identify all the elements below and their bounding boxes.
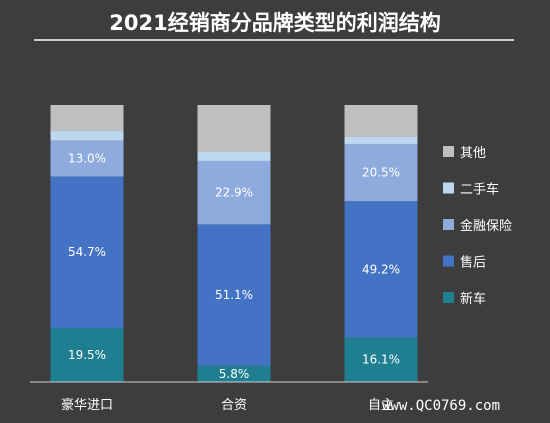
data-label-0-1: 54.7% [68, 245, 106, 259]
bar-segment-0-0 [50, 327, 124, 382]
bar-segment-1-2 [197, 160, 271, 225]
bar-segment-2-3 [344, 136, 418, 145]
data-label-2-2: 20.5% [362, 166, 400, 180]
data-label-0-0: 19.5% [68, 348, 106, 362]
data-label-1-0: 5.8% [219, 367, 250, 381]
bar-segment-1-3 [197, 151, 271, 161]
data-label-2-0: 16.1% [362, 353, 400, 367]
bar-segment-0-2 [50, 140, 124, 177]
bar-segment-0-4 [50, 105, 124, 132]
bar-segment-0-1 [50, 176, 124, 328]
legend-label-1: 售后 [460, 255, 486, 271]
legend-label-3: 二手车 [460, 182, 499, 198]
data-label-2-1: 49.2% [362, 262, 400, 276]
bar-segment-2-2 [344, 144, 418, 202]
legend-label-0: 新车 [460, 291, 486, 307]
x-tick-label-2: 自主 [368, 398, 394, 413]
x-tick-label-0: 豪华进口 [61, 397, 113, 413]
legend-swatch-0 [443, 292, 454, 303]
bar-segment-2-0 [344, 337, 418, 382]
legend-swatch-2 [443, 219, 454, 230]
watermark-text: www.QC0769.com [382, 398, 500, 414]
legend-label-2: 金融保险 [460, 218, 512, 234]
data-label-0-2: 13.0% [68, 151, 106, 165]
legend-label-4: 其他 [460, 146, 486, 161]
bar-segment-1-0 [197, 365, 271, 382]
legend-swatch-1 [443, 255, 454, 267]
data-label-1-2: 22.9% [215, 186, 253, 200]
x-tick-label-1: 合资 [221, 398, 247, 413]
legend-swatch-3 [443, 182, 454, 194]
bar-segment-2-4 [344, 105, 418, 137]
bars-group: 19.5% 54.7% 13.0% 5.8% 51.1% 22.9% 16.1% 49.2% 2… [50, 105, 418, 382]
legend-swatch-4 [443, 146, 454, 157]
bar-segment-2-1 [344, 201, 418, 338]
bar-segment-1-1 [197, 224, 271, 366]
chart-title: 2021经销商分品牌类型的利润结构 [109, 11, 440, 35]
bar-segment-1-4 [197, 105, 271, 152]
x-ticks-group: 豪华进口 合资 自主 [61, 397, 394, 413]
bar-segment-0-3 [50, 131, 124, 141]
data-label-1-1: 51.1% [215, 288, 253, 302]
